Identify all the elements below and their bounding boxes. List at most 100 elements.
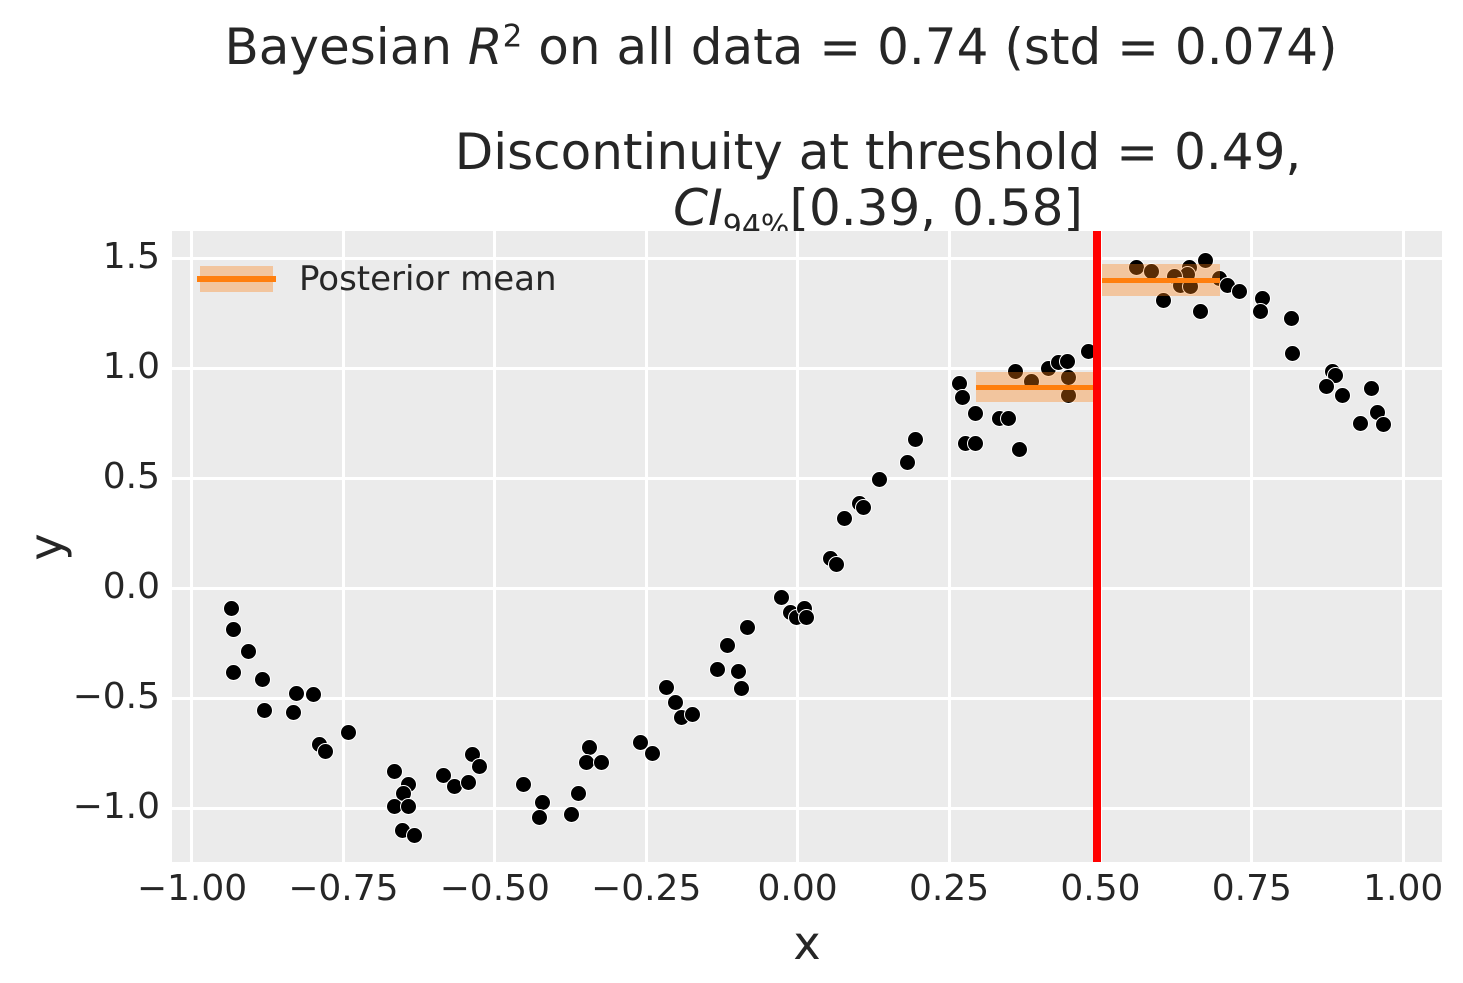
title-r-symbol: R xyxy=(467,18,503,76)
x-tick-label: 0.00 xyxy=(757,868,838,909)
scatter-point xyxy=(254,670,272,688)
scatter-point xyxy=(577,754,595,772)
y-gridline xyxy=(172,366,1442,370)
scatter-point xyxy=(772,589,790,607)
posterior-mean-line xyxy=(976,384,1098,390)
scatter-point xyxy=(530,809,548,827)
scatter-point xyxy=(316,742,334,760)
scatter-point xyxy=(739,618,757,636)
threshold-line xyxy=(1093,231,1102,862)
scatter-point xyxy=(1010,440,1028,458)
y-axis-label: y xyxy=(19,533,73,561)
scatter-point xyxy=(1251,302,1269,320)
scatter-point xyxy=(1230,282,1248,300)
x-tick-label: −0.50 xyxy=(439,868,550,909)
scatter-point xyxy=(593,754,611,772)
legend-label: Posterior mean xyxy=(299,259,557,299)
scatter-point xyxy=(533,793,551,811)
y-tick-label: 1.5 xyxy=(102,236,160,278)
y-gridline xyxy=(172,476,1442,480)
y-tick-label: −0.5 xyxy=(72,676,160,718)
scatter-point xyxy=(340,723,358,741)
axes-title: Discontinuity at threshold = 0.49, CI94%… xyxy=(455,124,1302,255)
scatter-point xyxy=(797,608,815,626)
scatter-point xyxy=(733,679,751,697)
y-gridline xyxy=(172,696,1442,700)
x-tick-label: 0.50 xyxy=(1060,868,1141,909)
title-exponent: 2 xyxy=(502,18,523,55)
scatter-point xyxy=(515,776,533,794)
scatter-point xyxy=(730,662,748,680)
x-axis-label: x xyxy=(793,916,821,970)
scatter-point xyxy=(223,600,241,618)
scatter-point xyxy=(1282,309,1300,327)
x-tick-label: 0.75 xyxy=(1211,868,1292,909)
y-gridline xyxy=(172,586,1442,590)
x-gridline xyxy=(1401,231,1405,862)
scatter-point xyxy=(240,642,258,660)
title-suffix: on all data = 0.74 (std = 0.074) xyxy=(522,18,1338,76)
scatter-point xyxy=(1374,415,1392,433)
scatter-point xyxy=(999,409,1017,427)
ci-interval: [0.39, 0.58] xyxy=(789,179,1083,237)
x-gridline xyxy=(341,231,345,862)
scatter-point xyxy=(225,663,243,681)
scatter-point xyxy=(1318,377,1336,395)
figure-title: Bayesian R2 on all data = 0.74 (std = 0.… xyxy=(224,18,1337,76)
scatter-point xyxy=(708,660,726,678)
x-gridline xyxy=(796,231,800,862)
y-gridline xyxy=(172,256,1442,260)
x-tick-label: −0.75 xyxy=(288,868,399,909)
scatter-point xyxy=(666,693,684,711)
scatter-point xyxy=(255,701,273,719)
scatter-point xyxy=(400,798,418,816)
scatter-point xyxy=(631,733,649,751)
x-tick-label: 0.25 xyxy=(908,868,990,909)
x-gridline xyxy=(493,231,497,862)
scatter-point xyxy=(385,762,403,780)
scatter-point xyxy=(1191,302,1209,320)
scatter-point xyxy=(1058,352,1076,370)
scatter-point xyxy=(836,510,854,528)
scatter-point xyxy=(719,636,737,654)
x-gridline xyxy=(190,231,194,862)
scatter-point xyxy=(288,684,306,702)
title-prefix: Bayesian xyxy=(224,18,468,76)
y-gridline xyxy=(172,806,1442,810)
scatter-point xyxy=(657,678,675,696)
y-tick-label: 1.0 xyxy=(102,346,160,388)
scatter-point xyxy=(854,499,872,517)
x-gridline xyxy=(644,231,648,862)
x-tick-label: −1.00 xyxy=(136,868,248,909)
axes-title-line2: CI94%[0.39, 0.58] xyxy=(455,180,1302,255)
scatter-point xyxy=(459,773,477,791)
x-gridline xyxy=(1250,231,1254,862)
scatter-point xyxy=(1333,386,1351,404)
scatter-point xyxy=(470,757,488,775)
plot-area: Posterior mean xyxy=(172,231,1442,862)
scatter-point xyxy=(580,738,598,756)
scatter-point xyxy=(683,705,701,723)
y-tick-label: −1.0 xyxy=(72,786,160,828)
scatter-point xyxy=(570,784,588,802)
scatter-point xyxy=(871,470,889,488)
scatter-point xyxy=(1196,251,1214,269)
scatter-point xyxy=(827,555,845,573)
scatter-point xyxy=(304,685,322,703)
legend: Posterior mean xyxy=(197,259,557,299)
x-tick-label: 1.00 xyxy=(1363,868,1444,909)
ci-label: CI xyxy=(673,179,723,237)
scatter-point xyxy=(1362,379,1380,397)
scatter-point xyxy=(1154,292,1172,310)
scatter-point xyxy=(284,703,302,721)
y-tick-label: 0.0 xyxy=(102,566,160,608)
scatter-point xyxy=(644,744,662,762)
scatter-point xyxy=(225,620,243,638)
posterior-mean-line xyxy=(1102,277,1221,283)
scatter-point xyxy=(1283,344,1301,362)
legend-mean-line-icon xyxy=(197,276,276,282)
scatter-point xyxy=(1006,362,1024,380)
y-tick-label: 0.5 xyxy=(102,456,160,498)
scatter-point xyxy=(966,404,984,422)
